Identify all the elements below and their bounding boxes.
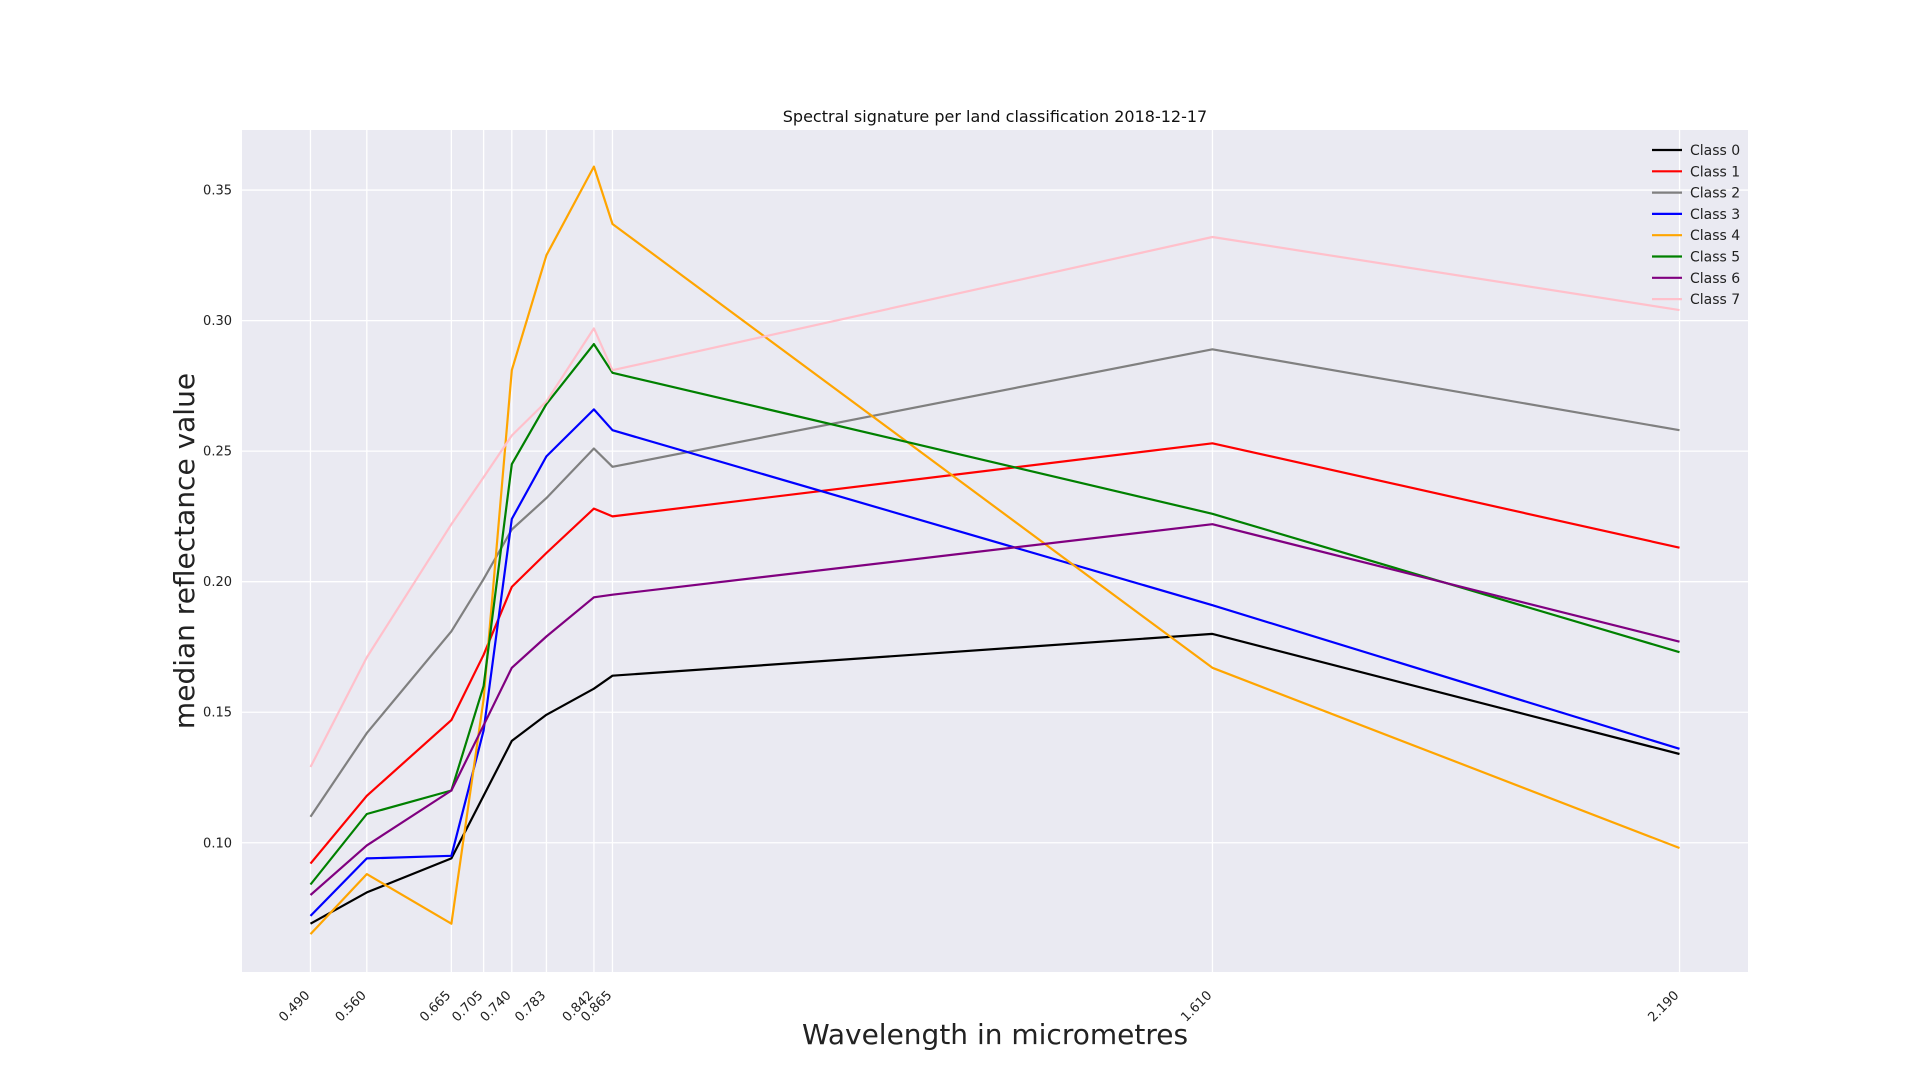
series-line-class-7: [309, 235, 1680, 768]
series-line-class-2: [309, 348, 1680, 818]
x-tick-label: 0.560: [333, 988, 370, 1025]
legend-label: Class 0: [1690, 143, 1740, 159]
legend-label: Class 6: [1690, 271, 1740, 287]
y-tick-label: 0.35: [203, 184, 232, 199]
series-line-class-3: [309, 408, 1680, 917]
y-tick-label: 0.15: [203, 706, 232, 721]
series-line-class-4: [309, 165, 1680, 935]
x-tick-label: 2.190: [1645, 988, 1682, 1025]
legend-label: Class 4: [1690, 228, 1740, 244]
y-axis-ticks: 0.10 0.15 0.20 0.25 0.30 0.35: [203, 184, 232, 852]
series-line-class-6: [309, 523, 1680, 896]
legend-label: Class 5: [1690, 250, 1740, 266]
y-tick-label: 0.20: [203, 575, 232, 590]
series-lines: [309, 165, 1680, 935]
x-tick-label: 0.740: [478, 988, 515, 1025]
legend-label: Class 3: [1690, 207, 1740, 223]
legend-label: Class 7: [1690, 292, 1740, 308]
series-line-class-0: [309, 632, 1680, 925]
y-axis-title: median reflectance value: [168, 373, 201, 729]
series-line-class-1: [309, 442, 1680, 865]
grid: [242, 130, 1748, 972]
legend: Class 0 Class 1 Class 2 Class 3 Class 4 Class…: [1652, 143, 1740, 308]
x-tick-label: 0.783: [512, 988, 549, 1025]
y-tick-label: 0.25: [203, 445, 232, 460]
x-tick-label: 0.705: [450, 988, 487, 1025]
plot-area: [242, 130, 1748, 972]
x-tick-label: 0.665: [417, 988, 454, 1025]
chart-title: Spectral signature per land classificati…: [783, 107, 1207, 126]
x-axis-title: Wavelength in micrometres: [802, 1018, 1188, 1051]
series-line-class-5: [309, 343, 1680, 886]
y-tick-label: 0.10: [203, 836, 232, 851]
legend-label: Class 1: [1690, 164, 1740, 180]
y-tick-label: 0.30: [203, 314, 232, 329]
x-tick-label: 0.490: [276, 988, 313, 1025]
legend-label: Class 2: [1690, 186, 1740, 202]
